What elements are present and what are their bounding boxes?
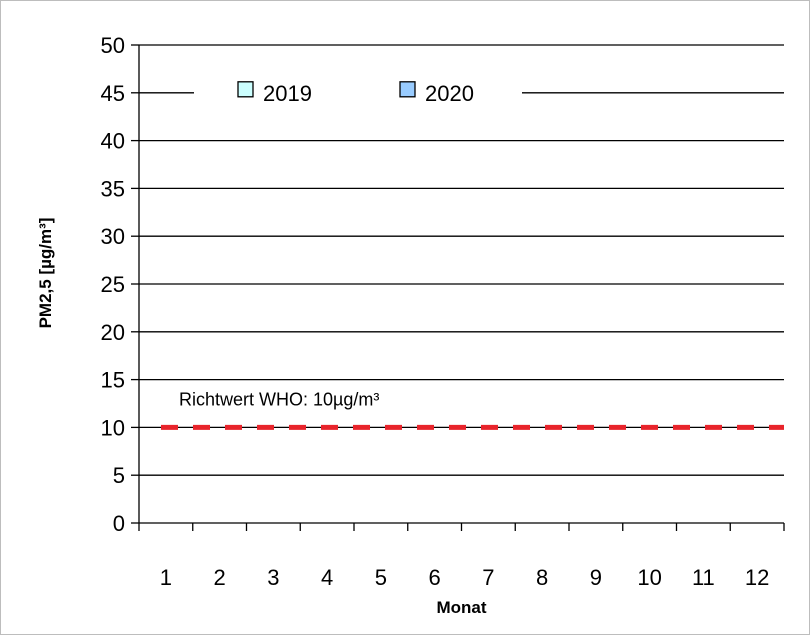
axes xyxy=(131,44,785,531)
y-tick-label: 35 xyxy=(101,176,125,201)
legend-label-2020: 2020 xyxy=(425,81,474,106)
y-axis-title: PM2,5 [µg/m³] xyxy=(36,218,55,329)
y-tick-label: 40 xyxy=(101,129,125,154)
x-tick-label: 4 xyxy=(321,565,333,590)
legend-swatch-2019 xyxy=(237,81,254,98)
y-tick-label: 10 xyxy=(101,415,125,440)
x-tick-label: 12 xyxy=(745,565,769,590)
legend-label-2019: 2019 xyxy=(263,81,312,106)
y-tick-label: 50 xyxy=(101,33,125,58)
reference-line-group: Richtwert WHO: 10µg/m³ xyxy=(161,389,784,430)
x-tick-label: 6 xyxy=(429,565,441,590)
x-tick-label: 7 xyxy=(482,565,494,590)
y-tick-label: 0 xyxy=(113,511,125,536)
y-tick-label: 45 xyxy=(101,81,125,106)
x-tick-label: 11 xyxy=(692,565,715,590)
y-tick-label: 25 xyxy=(101,272,125,297)
x-tick-label: 1 xyxy=(160,565,172,590)
x-tick-label: 3 xyxy=(267,565,279,590)
who-reference-label: Richtwert WHO: 10µg/m³ xyxy=(179,389,379,409)
legend-swatch-2020 xyxy=(399,81,416,98)
y-tick-label: 5 xyxy=(113,463,125,488)
x-tick-label: 9 xyxy=(590,565,602,590)
x-axis-title: Monat xyxy=(436,598,486,617)
x-tick-label: 2 xyxy=(214,565,226,590)
y-tick-label: 30 xyxy=(101,224,125,249)
legend: 2019 2020 xyxy=(194,70,522,115)
y-tick-label: 20 xyxy=(101,320,125,345)
x-tick-label: 8 xyxy=(536,565,548,590)
x-tick-label: 5 xyxy=(375,565,387,590)
y-tick-label: 15 xyxy=(101,368,125,393)
x-tick-label: 10 xyxy=(637,565,661,590)
